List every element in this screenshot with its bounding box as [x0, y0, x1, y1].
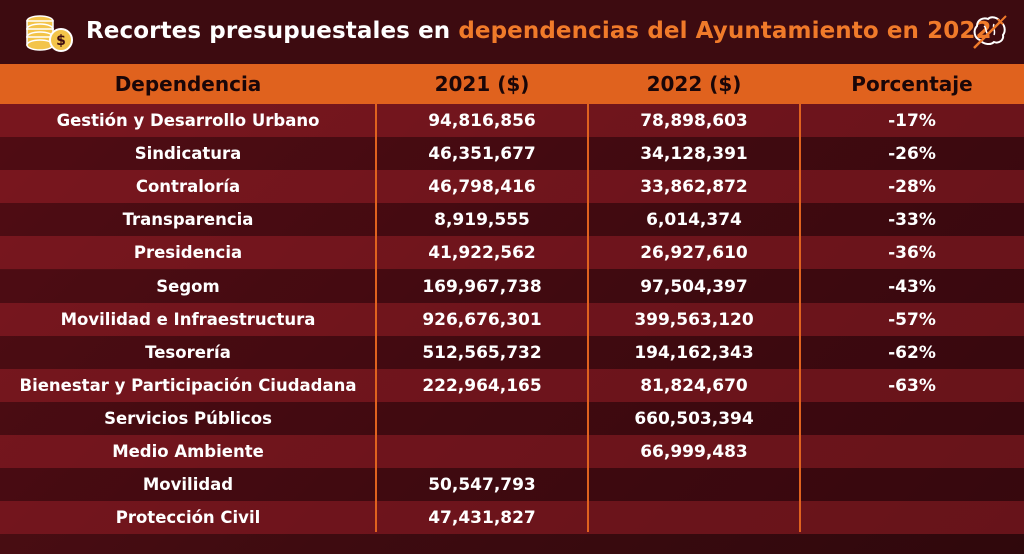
cell-dependencia: Contraloría	[135, 177, 241, 197]
title-prefix: Recortes presupuestales en	[86, 18, 459, 44]
cell-2021: 46,351,677	[428, 144, 536, 165]
cell-dependencia: Segom	[156, 276, 220, 296]
cell-porcentaje: -63%	[888, 375, 936, 396]
cell-2022: 660,503,394	[634, 408, 754, 429]
cell-porcentaje	[800, 435, 1024, 468]
cell-porcentaje	[800, 468, 1024, 501]
column-divider	[375, 104, 377, 532]
cell-dependencia: Movilidad	[142, 475, 234, 495]
cell-2021: 512,565,732	[422, 342, 542, 363]
cell-porcentaje: -57%	[888, 309, 936, 330]
cell-dependencia: Servicios Públicos	[104, 408, 272, 428]
table-row: Sindicatura 46,351,677 34,128,391 -26%	[0, 137, 1024, 171]
cell-porcentaje: -36%	[888, 243, 936, 264]
cell-2021: 222,964,165	[422, 375, 542, 396]
cell-2021	[376, 435, 588, 468]
page-title: Recortes presupuestales en dependencias …	[86, 18, 992, 50]
cell-2022: 26,927,610	[640, 243, 748, 264]
table-body: Gestión y Desarrollo Urbano 94,816,856 78,…	[0, 104, 1024, 554]
cell-2022	[588, 501, 800, 534]
cell-2021: 94,816,856	[428, 111, 536, 131]
header-2021: 2021 ($)	[434, 72, 530, 96]
cell-dependencia: Sindicatura	[134, 144, 242, 164]
table-row: Bienestar y Participación Ciudadana 222,9…	[0, 368, 1024, 402]
cell-dependencia: Transparencia	[122, 210, 254, 230]
cell-2021: 926,676,301	[422, 309, 542, 330]
table-row: Segom 169,967,738 97,504,397 -43%	[0, 269, 1024, 303]
cell-2021: 46,798,416	[428, 177, 536, 198]
table-row: Protección Civil 47,431,827	[0, 501, 1024, 535]
cell-2022: 6,014,374	[646, 210, 742, 231]
cell-porcentaje: -26%	[888, 144, 936, 165]
cell-dependencia: Protección Civil	[115, 508, 261, 528]
table-row: Medio Ambiente 66,999,483	[0, 435, 1024, 468]
table-row: Movilidad e Infraestructura 926,676,301 39…	[0, 302, 1024, 336]
cell-2022: 34,128,391	[640, 144, 748, 165]
title-accent: dependencias del Ayuntamiento en 2022	[458, 18, 992, 44]
cell-2022: 97,504,397	[640, 276, 748, 297]
cell-dependencia: Tesorería	[145, 342, 231, 362]
cell-2022: 399,563,120	[634, 309, 754, 330]
cell-porcentaje: -62%	[888, 342, 936, 363]
cell-dependencia: Bienestar y Participación Ciudadana	[19, 375, 357, 395]
cell-2021: 8,919,555	[434, 210, 530, 231]
cell-porcentaje: -43%	[888, 276, 936, 297]
table-header: Dependencia 2021 ($) 2022 ($) Porcentaje	[0, 64, 1024, 104]
header-porcentaje: Porcentaje	[851, 72, 973, 96]
cell-dependencia: Presidencia	[133, 243, 243, 263]
table-row: Servicios Públicos 660,503,394	[0, 401, 1024, 435]
cell-porcentaje	[800, 402, 1024, 435]
cell-porcentaje	[800, 501, 1024, 534]
cell-dependencia: Gestión y Desarrollo Urbano	[56, 111, 320, 130]
column-divider	[799, 104, 801, 532]
table-row: Presidencia 41,922,562 26,927,610 -36%	[0, 236, 1024, 270]
cell-2021: 47,431,827	[428, 508, 536, 529]
cell-porcentaje: -28%	[888, 177, 936, 198]
table-row: Transparencia 8,919,555 6,014,374 -33%	[0, 203, 1024, 237]
header-dependencia: Dependencia	[114, 72, 262, 96]
coins-icon: $	[26, 15, 73, 52]
cell-2021: 41,922,562	[428, 243, 536, 264]
brain-target-icon	[973, 15, 1007, 49]
cell-2021: 50,547,793	[428, 475, 536, 496]
cell-2022: 33,862,872	[640, 177, 748, 198]
cell-porcentaje: -33%	[888, 210, 936, 231]
cell-2022: 78,898,603	[640, 111, 748, 131]
table-row: Gestión y Desarrollo Urbano 94,816,856 78,…	[0, 104, 1024, 137]
svg-text:$: $	[56, 33, 66, 49]
table-row: Tesorería 512,565,732 194,162,343 -62%	[0, 335, 1024, 369]
cell-2022: 66,999,483	[640, 442, 748, 462]
header-2022: 2022 ($)	[646, 72, 742, 96]
cell-dependencia: Medio Ambiente	[112, 442, 264, 461]
title-bar: $ Recortes presupuestales en dependencia…	[0, 0, 1024, 64]
table-row: Movilidad 50,547,793	[0, 468, 1024, 502]
cell-2022: 81,824,670	[640, 375, 748, 396]
cell-2021: 169,967,738	[422, 276, 542, 297]
cell-2021	[376, 402, 588, 435]
column-divider	[587, 104, 589, 532]
cell-porcentaje: -17%	[888, 111, 936, 131]
cell-2022: 194,162,343	[634, 342, 754, 363]
cell-2022	[588, 468, 800, 501]
table-row: Contraloría 46,798,416 33,862,872 -28%	[0, 170, 1024, 204]
cell-dependencia: Movilidad e Infraestructura	[60, 309, 316, 329]
